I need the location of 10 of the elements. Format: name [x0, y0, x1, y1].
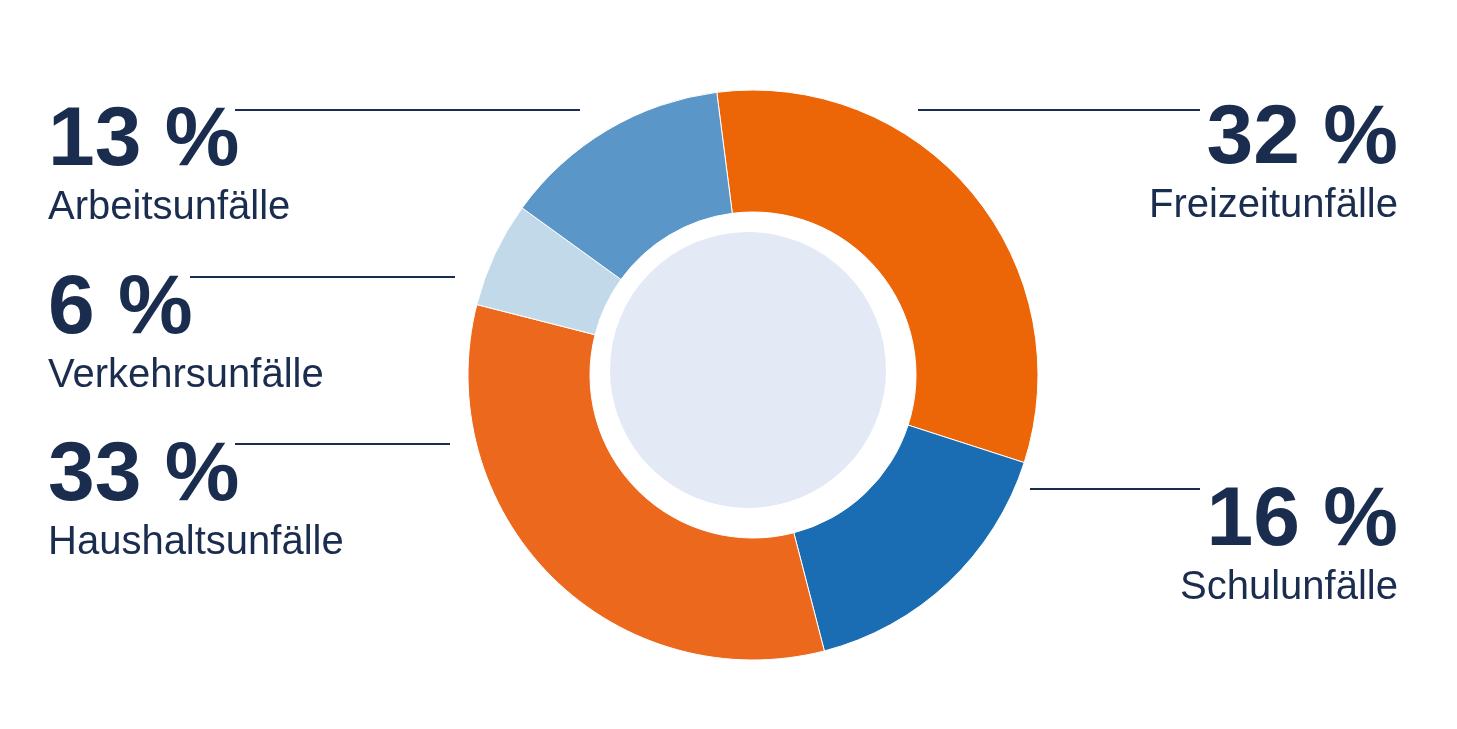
slice-label: Verkehrsunfälle	[48, 350, 324, 396]
slice-label: Freizeitunfälle	[1148, 180, 1398, 226]
data-label: 13 %	[48, 89, 241, 183]
slice-label: Arbeitsunfälle	[48, 182, 291, 228]
slice-label: Haushaltsunfälle	[48, 517, 344, 563]
data-label: 16 %	[1205, 469, 1398, 563]
data-label: 33 %	[48, 424, 241, 518]
slice-label: Schulunfälle	[1180, 562, 1398, 608]
data-label: 6 %	[48, 257, 194, 351]
data-label: 32 %	[1205, 87, 1398, 181]
